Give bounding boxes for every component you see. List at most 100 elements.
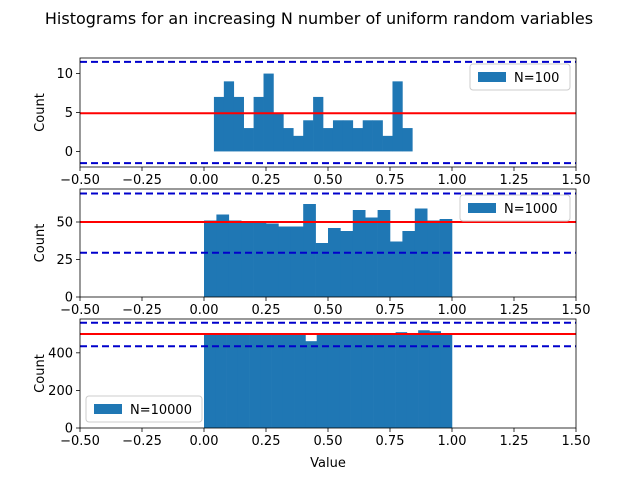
plot-area <box>80 60 576 165</box>
x-tick-label: −0.25 <box>122 173 162 188</box>
legend-label: N=1000 <box>504 202 558 217</box>
x-tick-label: −0.50 <box>60 303 100 318</box>
legend-swatch <box>94 404 122 414</box>
x-tick-label: 0.00 <box>190 434 219 449</box>
histogram-bar <box>361 333 374 428</box>
plot-area <box>80 321 576 428</box>
histogram-bar <box>228 220 242 297</box>
panels: −0.50 −0.25 0.00 0.25 0.50 0.75 1.00 1.25 1.50 0 5… <box>33 57 591 449</box>
histogram-bar <box>249 334 261 428</box>
histogram-bar <box>278 226 292 297</box>
y-tick-label: 400 <box>48 346 73 361</box>
histogram-bar <box>282 333 295 428</box>
x-tick-label: 1.00 <box>438 173 467 188</box>
histogram-bar <box>226 334 239 428</box>
histogram-bar <box>315 243 329 297</box>
x-tick-label: 1.50 <box>562 303 591 318</box>
panel-2: −0.50 −0.25 0.00 0.25 0.50 0.75 1.00 1.25 1.50 0 2… <box>33 188 591 318</box>
histogram-bar <box>406 333 419 428</box>
histogram-bar <box>439 219 453 297</box>
y-tick-label: 0 <box>65 291 73 306</box>
histogram-bar <box>392 81 403 152</box>
y-tick-label: 200 <box>48 384 73 399</box>
panel-3: −0.50 −0.25 0.00 0.25 0.50 0.75 1.00 1.25 1.50 0 2… <box>33 318 591 449</box>
histogram-bar <box>204 333 216 428</box>
legend: N=1000 <box>459 194 571 222</box>
histogram-bar <box>340 231 354 297</box>
figure-title: Histograms for an increasing N number of… <box>45 9 593 28</box>
x-tick-label: −0.25 <box>122 434 162 449</box>
histogram-bar <box>372 120 383 152</box>
histogram-bar <box>273 112 284 152</box>
y-axis-label: Count <box>33 93 48 132</box>
histogram-bar <box>271 334 284 428</box>
histogram-bar <box>323 128 334 152</box>
histogram-bar <box>243 128 254 152</box>
histogram-bar <box>384 334 396 428</box>
x-axis-label: Value <box>310 456 346 471</box>
legend-swatch <box>468 203 496 213</box>
x-tick-label: 0.00 <box>190 303 219 318</box>
x-tick-label: 1.25 <box>500 303 529 318</box>
x-tick-label: 0.75 <box>376 434 405 449</box>
histogram-bar <box>253 222 267 297</box>
histogram-bar <box>342 120 354 152</box>
histogram-bar <box>213 96 225 152</box>
y-tick-label: 10 <box>56 67 73 82</box>
legend: N=100 <box>469 63 571 91</box>
histogram-bar <box>283 128 294 152</box>
x-tick-label: 0.25 <box>252 434 281 449</box>
panel-1: −0.50 −0.25 0.00 0.25 0.50 0.75 1.00 1.25 1.50 0 5… <box>33 57 590 188</box>
y-axis-label: Count <box>33 224 48 263</box>
legend-swatch <box>478 72 506 82</box>
x-tick-label: 1.00 <box>438 303 467 318</box>
histogram-bar <box>215 334 227 428</box>
y-tick-label: 0 <box>65 145 73 160</box>
x-tick-label: 0.50 <box>314 303 343 318</box>
histogram-bar <box>418 330 430 428</box>
x-tick-label: 0.75 <box>376 303 405 318</box>
histogram-bar <box>328 228 341 297</box>
y-tick-label: 0 <box>65 422 73 437</box>
histogram-bar <box>402 128 413 152</box>
histogram-bar <box>427 220 440 297</box>
histogram-bar <box>266 223 279 297</box>
histogram-bar <box>253 96 264 152</box>
histogram-bar <box>316 334 329 428</box>
histogram-bar <box>390 241 403 297</box>
histogram-bar <box>293 135 304 152</box>
x-tick-label: 0.00 <box>190 173 219 188</box>
x-tick-label: 1.25 <box>500 434 529 449</box>
y-tick-label: 50 <box>56 216 73 231</box>
histogram-bar <box>352 128 364 152</box>
histogram-bar <box>303 120 314 152</box>
histogram-bar <box>233 96 244 152</box>
histogram-bar <box>373 334 385 428</box>
y-tick-label: 25 <box>56 253 73 268</box>
histogram-bar <box>382 135 393 152</box>
histogram-bar <box>365 217 378 297</box>
histogram-bar <box>362 120 373 152</box>
x-tick-label: 0.25 <box>252 303 281 318</box>
histogram-bar <box>429 331 442 428</box>
histogram-bar <box>327 333 340 428</box>
x-tick-label: −0.25 <box>122 303 162 318</box>
plot-area <box>80 192 576 297</box>
histogram-bar <box>290 226 304 297</box>
histogram-bar <box>395 332 408 428</box>
legend-label: N=10000 <box>130 403 192 418</box>
histogram-bar <box>332 120 344 152</box>
histogram-bar <box>241 222 254 297</box>
histogram-bar <box>440 334 453 428</box>
x-tick-label: 0.50 <box>314 173 343 188</box>
x-tick-label: 1.50 <box>562 434 591 449</box>
legend-label: N=100 <box>514 71 559 86</box>
x-tick-label: −0.50 <box>60 434 100 449</box>
histogram-bar <box>305 341 318 428</box>
histogram-bar <box>350 334 363 428</box>
x-tick-label: −0.50 <box>60 173 100 188</box>
histogram-bar <box>237 334 250 428</box>
histogram-bar <box>216 214 230 297</box>
histogram-bar <box>204 220 217 297</box>
